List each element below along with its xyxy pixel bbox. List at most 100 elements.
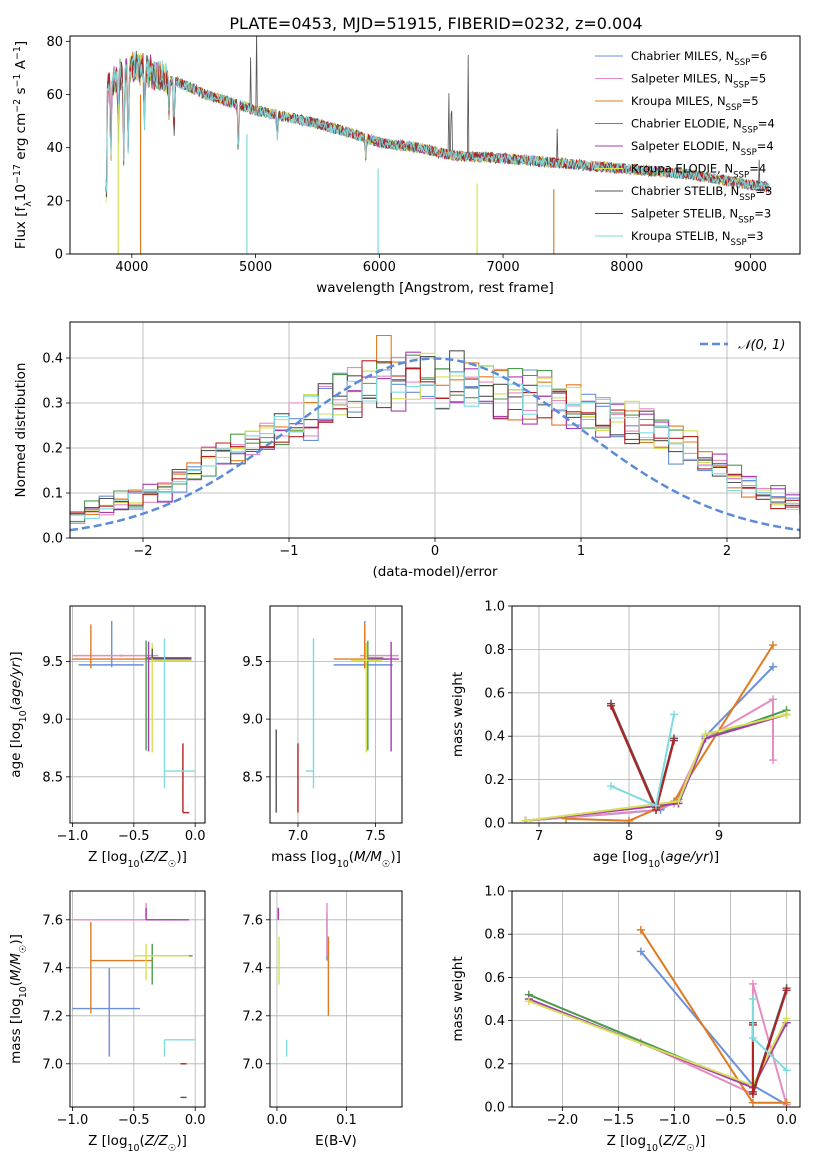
y-tick-label: 60 xyxy=(46,88,63,103)
legend-entry: Kroupa STELIB, NSSP=3 xyxy=(631,229,764,248)
legend-entry: 𝒩(0, 1) xyxy=(738,338,785,353)
y-tick-label: 0.4 xyxy=(484,730,505,745)
weight-marker xyxy=(769,756,777,765)
axes-frame xyxy=(69,890,206,1108)
normal-curve xyxy=(70,357,800,532)
chart-age-vs-mass: 7.0 7.5 8.5 9.0 9.5 mass [log10(M/M☉)] xyxy=(242,605,403,870)
x-tick-label: 1 xyxy=(577,544,585,559)
chart-residuals: −2 −1 0 1 2 0.0 0.1 0.2 0.3 0.4 (data-model)/error… xyxy=(13,321,801,580)
y-tick-label: 0.2 xyxy=(42,442,63,457)
weight-marker xyxy=(769,641,777,650)
y-axis-label: Flux [fλ10−17 erg cm−2 s−1 A−1] xyxy=(12,41,34,249)
legend-entry: Kroupa ELODIE, NSSP=4 xyxy=(631,162,766,181)
x-axis-label: Z [log10(Z/Z☉)] xyxy=(607,1133,706,1154)
x-tick-label: 0.0 xyxy=(776,1113,797,1128)
y-tick-label: 7.0 xyxy=(242,1057,263,1072)
y-tick-label: 40 xyxy=(46,141,63,156)
weight-marker xyxy=(748,979,757,988)
legend-entry: Kroupa MILES, NSSP=5 xyxy=(631,94,759,113)
y-tick-label: 0.0 xyxy=(484,817,505,832)
x-tick-label: 8000 xyxy=(610,260,643,275)
plot-area xyxy=(524,925,791,1107)
plot-area xyxy=(277,903,330,1057)
y-tick-label: 7.2 xyxy=(42,1009,63,1024)
x-tick-label: 9000 xyxy=(734,260,767,275)
x-tick-label: −2 xyxy=(133,544,152,559)
legend-entry: Salpeter MILES, NSSP=5 xyxy=(631,72,766,91)
y-tick-label: 7.2 xyxy=(242,1009,263,1024)
weight-marker xyxy=(524,997,533,1006)
x-tick-label: 7 xyxy=(535,829,543,844)
histogram-series-8 xyxy=(70,360,800,515)
x-tick-label: 0.0 xyxy=(185,1113,206,1128)
chart-weight-vs-Z: −2.0 −1.5 −1.0 −0.5 0.0 0.0 0.2 0.4 0.6 0.8 1.0 Z [… xyxy=(450,885,801,1154)
legend-entry: Salpeter ELODIE, NSSP=4 xyxy=(631,139,774,158)
x-tick-label: 0.0 xyxy=(185,829,206,844)
weight-marker xyxy=(636,947,645,956)
y-tick-label: 0.2 xyxy=(484,773,505,788)
y-tick-label: 9.0 xyxy=(242,713,263,728)
weight-marker xyxy=(748,1098,757,1107)
y-tick-label: 0.6 xyxy=(484,971,505,986)
x-tick-label: −0.5 xyxy=(118,829,150,844)
y-tick-label: 1.0 xyxy=(484,600,505,615)
x-tick-label: 4000 xyxy=(115,260,148,275)
y-tick-label: 0.3 xyxy=(42,397,63,412)
y-tick-label: 7.6 xyxy=(242,913,263,928)
y-tick-label: 0.8 xyxy=(484,928,505,943)
x-tick-label: 8 xyxy=(625,829,633,844)
chart-mass-vs-Z: −1.0 −0.5 0.0 7.0 7.2 7.4 7.6 Z [log10(Z/Z☉)] ma… xyxy=(8,890,206,1154)
y-axis-label: Normed distribution xyxy=(13,363,29,498)
plot-area xyxy=(521,641,791,823)
y-tick-label: 0.0 xyxy=(42,532,63,547)
axes-frame xyxy=(511,890,801,1108)
axes-frame xyxy=(269,605,403,824)
weight-marker xyxy=(625,816,633,823)
histogram-series-9 xyxy=(70,365,800,520)
x-axis-label: age [log10(age/yr)] xyxy=(593,849,719,870)
weight-line-5 xyxy=(525,713,787,822)
weight-marker xyxy=(782,986,791,995)
chart-spectrum: 4000 5000 6000 7000 8000 9000 0 20 40 60 80 wavelen… xyxy=(12,35,801,296)
y-tick-label: 7.0 xyxy=(42,1057,63,1072)
weight-line-3 xyxy=(565,644,774,822)
y-tick-label: 0.1 xyxy=(42,487,63,502)
y-tick-label: 9.0 xyxy=(42,713,63,728)
y-tick-label: 0.0 xyxy=(484,1101,505,1116)
weight-marker xyxy=(782,1014,791,1023)
y-tick-label: 7.6 xyxy=(42,913,63,928)
plot-area xyxy=(105,36,770,254)
spectrum-series-9 xyxy=(105,51,770,192)
y-axis-label: mass [log10(M/M☉)] xyxy=(8,934,29,1064)
x-tick-label: 0 xyxy=(431,544,439,559)
axes-frame xyxy=(511,605,801,824)
x-tick-label: 2 xyxy=(723,544,731,559)
weight-marker xyxy=(782,710,791,719)
x-tick-label: 9 xyxy=(715,829,723,844)
y-tick-label: 8.5 xyxy=(242,770,263,785)
y-axis-label: age [log10(age/yr)] xyxy=(8,651,29,777)
legend-entry: Chabrier STELIB, NSSP=3 xyxy=(631,184,772,203)
y-axis-label: mass weight xyxy=(450,672,466,757)
y-tick-label: 0.2 xyxy=(484,1057,505,1072)
x-tick-label: −0.5 xyxy=(118,1113,150,1128)
weight-marker xyxy=(652,801,660,810)
weight-marker xyxy=(748,995,757,1003)
weight-line-6 xyxy=(525,713,787,822)
chart-mass-vs-ebv: 0.0 0.1 7.0 7.2 7.4 7.6 E(B-V) xyxy=(242,890,403,1149)
weight-marker xyxy=(670,736,678,745)
x-tick-label: 7.0 xyxy=(288,829,309,844)
weight-marker xyxy=(636,925,645,934)
y-tick-label: 0.4 xyxy=(42,352,63,367)
x-tick-label: −0.5 xyxy=(715,1113,747,1128)
legend-entry: Salpeter STELIB, NSSP=3 xyxy=(631,207,771,226)
plot-area xyxy=(275,621,399,813)
x-axis-label: E(B-V) xyxy=(315,1133,357,1149)
weight-marker xyxy=(782,1066,791,1075)
legend-entry: Chabrier MILES, NSSP=6 xyxy=(631,49,767,68)
weight-marker xyxy=(701,730,710,739)
x-tick-label: 0.0 xyxy=(267,1113,288,1128)
chart-age-vs-Z: −1.0 −0.5 0.0 8.5 9.0 9.5 Z [log10(Z/Z☉)] age [… xyxy=(8,605,206,870)
y-tick-label: 7.4 xyxy=(42,961,63,976)
